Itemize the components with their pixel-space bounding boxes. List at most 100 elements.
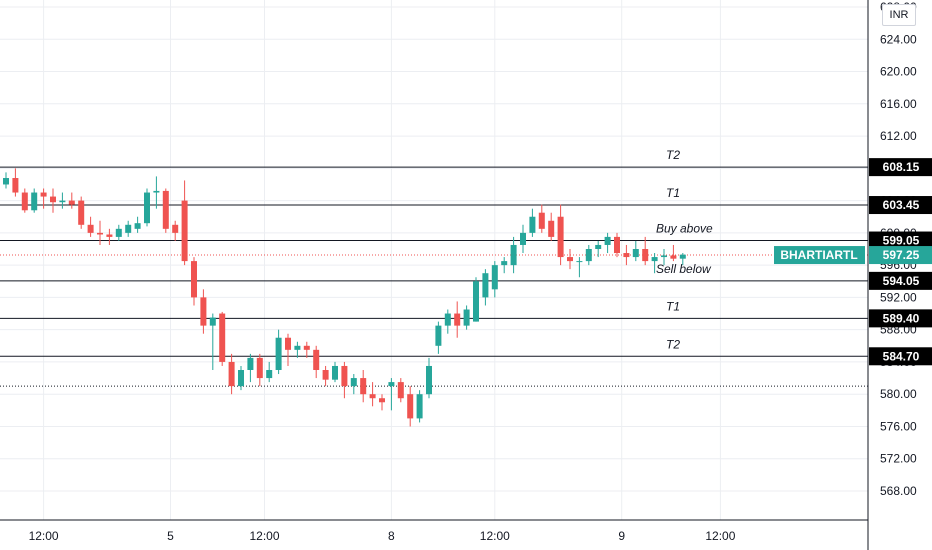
candle-body — [463, 309, 470, 326]
candles — [3, 168, 686, 427]
y-tick-label: 576.00 — [880, 419, 917, 433]
candle-body — [614, 236, 620, 254]
x-tick-label: 5 — [167, 529, 174, 543]
candle-body — [444, 313, 451, 326]
candle-body — [548, 220, 555, 237]
candle-body — [294, 345, 301, 350]
candle-body — [332, 365, 338, 380]
candle-body — [576, 261, 583, 263]
candle-body — [454, 313, 461, 326]
level-tag — [869, 158, 932, 177]
x-tick-label: 9 — [618, 529, 625, 543]
candle-body — [12, 178, 19, 193]
x-tick-label: 12:00 — [29, 529, 59, 543]
candle-body — [350, 378, 357, 387]
candle-body — [247, 357, 254, 370]
candle-body — [632, 249, 639, 258]
grid — [0, 0, 868, 520]
candle-body — [238, 370, 244, 387]
candle-body — [369, 394, 376, 399]
candle-body — [275, 337, 282, 370]
x-tick-label: 8 — [388, 529, 395, 543]
candle-body — [416, 394, 423, 419]
y-tick-label: 568.00 — [880, 484, 917, 498]
candle-body — [144, 192, 150, 224]
level-tag-label: 603.45 — [883, 198, 920, 212]
candle-body — [322, 370, 329, 380]
candle-body — [388, 382, 395, 387]
candle-body — [557, 216, 564, 258]
candle-body — [40, 192, 47, 197]
level-tag-label: 608.15 — [883, 160, 920, 174]
y-tick-label: 624.00 — [880, 32, 917, 46]
y-tick-label: 616.00 — [880, 97, 917, 111]
candle-body — [397, 382, 404, 399]
candle-body — [379, 398, 385, 403]
candle-body — [623, 253, 630, 258]
candle-body — [50, 196, 56, 203]
candle-body — [567, 257, 573, 262]
candle-body — [68, 200, 75, 205]
candle-body — [115, 228, 122, 237]
y-tick-label: 592.00 — [880, 290, 917, 304]
candle-body — [435, 325, 442, 346]
candle-body — [285, 337, 291, 350]
level-annotation: T1 — [666, 186, 680, 200]
x-tick-label: 12:00 — [705, 529, 735, 543]
candle-body — [473, 281, 479, 322]
candle-body — [585, 249, 592, 262]
level-annotation: T1 — [666, 299, 680, 313]
candle-body — [595, 244, 602, 249]
level-tag-label: 594.05 — [883, 274, 920, 288]
candle-body — [679, 254, 686, 259]
y-tick-label: 612.00 — [880, 129, 917, 143]
candle-body — [87, 224, 94, 233]
candle-body — [31, 192, 38, 211]
candle-body — [266, 370, 273, 379]
candle-body — [200, 297, 207, 326]
x-tick-label: 12:00 — [480, 529, 510, 543]
candle-body — [97, 232, 103, 235]
level-lines: T2 T1 Buy above Sell below T1 T2 — [0, 148, 868, 387]
candle-body — [219, 313, 226, 362]
level-annotation: Sell below — [656, 262, 712, 276]
candle-body — [670, 255, 677, 259]
candle-body — [303, 345, 310, 350]
symbol-tag — [774, 246, 865, 265]
candle-body — [125, 224, 132, 233]
y-tick-label: 620.00 — [880, 65, 917, 79]
candle-body — [228, 361, 235, 387]
candle-body — [106, 234, 113, 237]
level-annotation: Buy above — [656, 222, 713, 236]
candle-body — [510, 244, 517, 266]
candle-body — [191, 261, 197, 298]
candle-body — [529, 216, 536, 233]
candle-body — [642, 249, 649, 262]
candle-body — [209, 317, 216, 326]
x-tick-label: 12:00 — [249, 529, 279, 543]
y-tick-label: 572.00 — [880, 452, 917, 466]
y-tick-label: 580.00 — [880, 387, 917, 401]
symbol-label: BHARTIARTL — [780, 248, 857, 262]
currency-button[interactable]: INR — [882, 4, 916, 26]
level-tag-label: 599.05 — [883, 234, 920, 248]
candle-body — [172, 224, 179, 233]
level-annotation: T2 — [666, 337, 680, 351]
candle-body — [153, 190, 160, 193]
candle-body — [501, 261, 508, 266]
candle-body — [491, 265, 498, 290]
candle-body — [134, 223, 141, 229]
level-tag — [869, 309, 932, 328]
candle-body — [21, 192, 28, 211]
level-tags: 608.15 603.45 599.05 594.05 589.40 584.70 597.… — [774, 158, 932, 366]
candle-body — [256, 357, 263, 379]
candle-body — [3, 178, 9, 185]
candle-body — [604, 236, 611, 245]
current-price-tag — [869, 246, 932, 265]
level-tag-label: 589.40 — [883, 311, 920, 325]
candle-body — [538, 212, 545, 229]
level-tag — [869, 271, 932, 290]
level-tag — [869, 231, 932, 250]
